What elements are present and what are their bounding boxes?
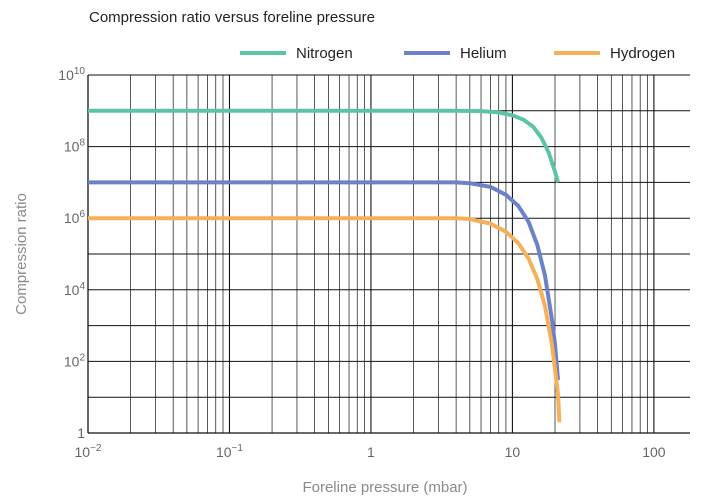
y-tick-label: 1010 xyxy=(58,66,85,83)
x-tick-label: 1 xyxy=(367,444,375,460)
x-axis-title: Foreline pressure (mbar) xyxy=(302,479,467,496)
x-tick-label: 10−1 xyxy=(216,443,243,460)
chart-title: Compression ratio versus foreline pressu… xyxy=(89,9,375,26)
y-tick-label: 106 xyxy=(64,209,86,226)
plot-axes xyxy=(87,75,690,434)
y-axis-title: Compression ratio xyxy=(13,193,30,315)
y-tick-label: 102 xyxy=(64,352,86,369)
y-tick-label: 108 xyxy=(64,138,86,155)
series-line-helium xyxy=(88,180,560,381)
legend: Nitrogen Helium Hydrogen xyxy=(240,45,675,62)
y-tick-label: 1 xyxy=(77,425,85,441)
legend-label-helium: Helium xyxy=(460,45,507,62)
x-tick-labels: 10−2 10−1 1 10 100 xyxy=(75,443,666,460)
legend-label-nitrogen: Nitrogen xyxy=(296,45,353,62)
series-line-nitrogen xyxy=(88,108,560,183)
y-tick-label: 104 xyxy=(64,281,86,298)
major-gridlines xyxy=(87,74,690,434)
series-line-hydrogen xyxy=(88,216,562,423)
x-tick-label: 10 xyxy=(505,444,521,460)
x-tick-label: 10−2 xyxy=(75,443,102,460)
x-tick-label: 100 xyxy=(642,444,666,460)
legend-label-hydrogen: Hydrogen xyxy=(610,45,675,62)
series-layer xyxy=(88,108,562,423)
y-tick-labels: 1 102 104 106 108 1010 xyxy=(58,66,85,441)
